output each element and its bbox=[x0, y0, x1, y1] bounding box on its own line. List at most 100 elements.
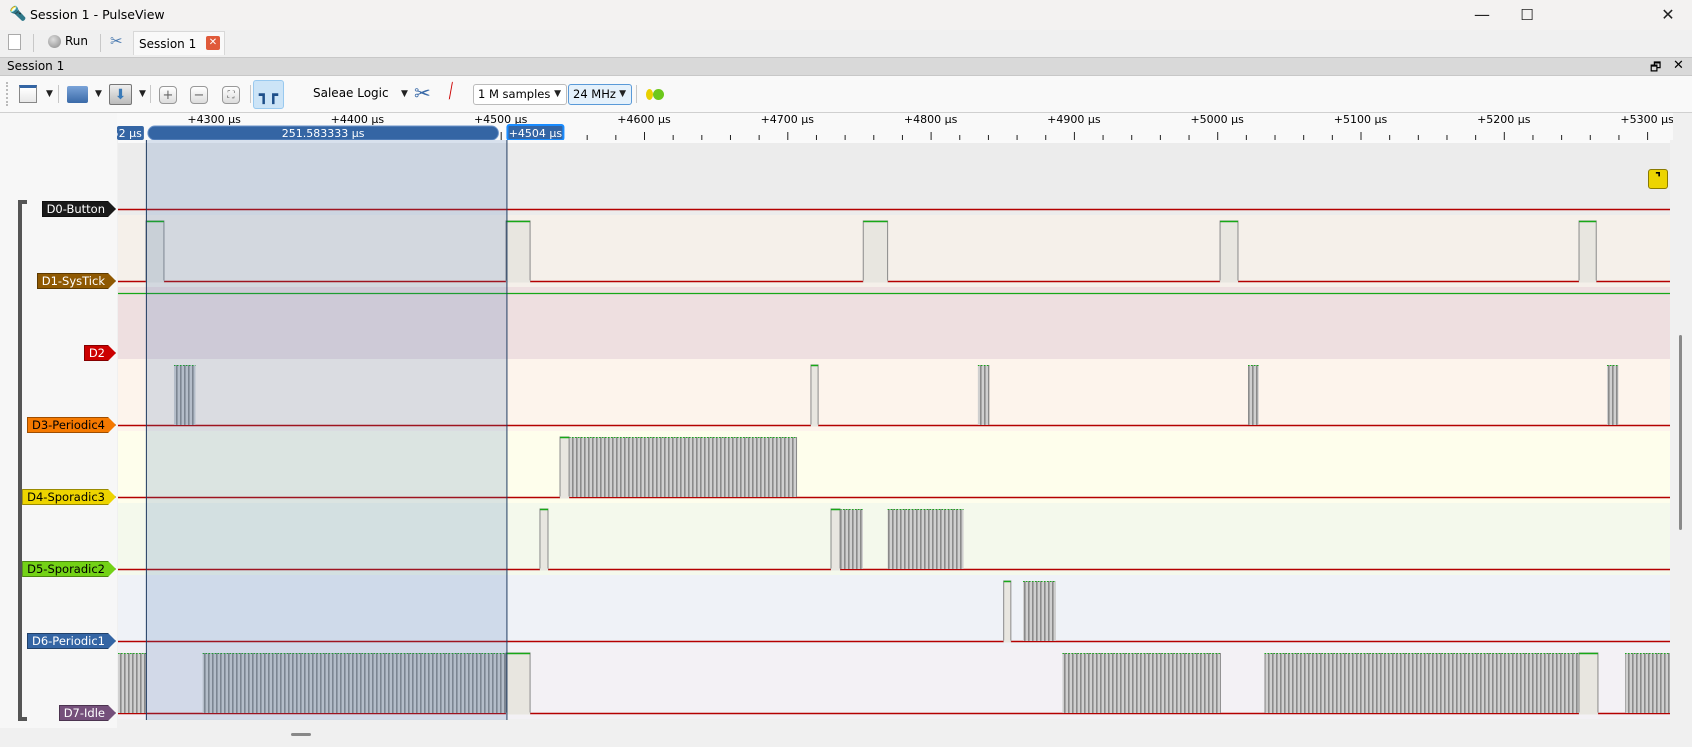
signal-burst bbox=[1606, 365, 1619, 425]
title-bar: 🔦 Session 1 - PulseView — ☐ ✕ bbox=[0, 0, 1692, 30]
signal-pulse bbox=[830, 508, 841, 570]
tick-label: +4300 µs bbox=[187, 113, 241, 126]
signal-burst bbox=[569, 437, 798, 497]
tick-label: +5300 µs bbox=[1620, 113, 1673, 126]
close-window-button[interactable]: ✕ bbox=[1661, 5, 1675, 24]
toolbar-grip[interactable] bbox=[6, 82, 8, 106]
channel-trace-d2 bbox=[118, 287, 1670, 359]
tick-label: +4700 µs bbox=[761, 113, 815, 126]
trace-view[interactable] bbox=[0, 140, 1673, 725]
signal-burst bbox=[977, 365, 990, 425]
channel-group-bracket[interactable] bbox=[18, 200, 27, 721]
app-logo-icon: 🔦 bbox=[9, 6, 27, 22]
signal-burst bbox=[1625, 653, 1670, 713]
tick-label: +4900 µs bbox=[1047, 113, 1101, 126]
channel-label-d4-sporadic3[interactable]: D4-Sporadic3 bbox=[22, 489, 116, 505]
cursor-span-label: 251.583333 µs bbox=[282, 127, 365, 140]
decoder-icon[interactable] bbox=[644, 88, 665, 100]
save-icon[interactable]: ⬇ bbox=[109, 84, 132, 105]
channel-label-d5-sporadic2[interactable]: D5-Sporadic2 bbox=[22, 561, 116, 577]
cursor-1-label: 52 µs bbox=[117, 127, 142, 140]
vertical-scrollbar[interactable] bbox=[1673, 113, 1692, 725]
channel-label-d3-periodic4[interactable]: D3-Periodic4 bbox=[27, 417, 116, 433]
signal-pulse bbox=[539, 508, 549, 570]
zoom-out-icon[interactable]: − bbox=[190, 86, 208, 104]
dock-header: Session 1 🗗 ✕ bbox=[0, 57, 1692, 76]
new-session-icon[interactable] bbox=[19, 85, 37, 103]
channel-trace-d7-idle bbox=[118, 647, 1670, 719]
channel-background bbox=[118, 359, 1670, 431]
tick-label: +4800 µs bbox=[904, 113, 958, 126]
trace-top-margin bbox=[118, 140, 1670, 143]
run-icon[interactable] bbox=[48, 35, 61, 48]
signal-pulse bbox=[505, 652, 531, 714]
chevron-down-icon[interactable]: ▼ bbox=[401, 89, 408, 99]
horizontal-scroll-thumb[interactable] bbox=[291, 733, 311, 736]
channel-label-d7-idle[interactable]: D7-Idle bbox=[59, 705, 116, 721]
signal-pulse bbox=[1578, 652, 1599, 714]
sample-count-select[interactable]: 1 M samples ▼ bbox=[473, 84, 567, 105]
time-ruler[interactable]: +4300 µs +4400 µs +4500 µs +4600 µs +4700 µs… bbox=[112, 113, 1674, 141]
device-selector[interactable]: Saleae Logic bbox=[313, 86, 389, 100]
dock-title: Session 1 bbox=[7, 59, 65, 73]
ruler-svg: +4300 µs +4400 µs +4500 µs +4600 µs +4700 µs… bbox=[112, 113, 1674, 141]
chevron-down-icon: ▼ bbox=[554, 89, 561, 99]
new-session-icon[interactable] bbox=[8, 34, 21, 50]
signal-burst bbox=[1248, 365, 1259, 425]
open-icon[interactable] bbox=[67, 86, 88, 103]
cursor-2-label: +4504 µs bbox=[509, 127, 563, 140]
signal-pulse bbox=[559, 436, 570, 498]
channel-trace-d4-sporadic3 bbox=[118, 431, 1670, 503]
tick-label: +4500 µs bbox=[474, 113, 528, 126]
separator bbox=[636, 85, 637, 103]
channel-label-d0-button[interactable]: D0-Button bbox=[42, 201, 116, 217]
minimize-button[interactable]: — bbox=[1474, 5, 1490, 24]
channel-label-d1-systick[interactable]: D1-SysTick bbox=[37, 273, 116, 289]
main-toolbar: Run ✂ Session 1 ✕ bbox=[0, 30, 1692, 55]
signal-burst bbox=[202, 653, 507, 713]
chevron-down-icon[interactable]: ▼ bbox=[46, 89, 53, 99]
channel-background bbox=[118, 215, 1670, 287]
signal-pulse bbox=[810, 364, 819, 426]
tick-label: +4400 µs bbox=[331, 113, 385, 126]
probe-icon[interactable]: ⟋ bbox=[440, 79, 463, 104]
session-toolbar: ▼ ▼ ⬇ ▼ + − ⛶ ┓┏ Saleae Logic ▼ ✂ ⟋ 1 M … bbox=[0, 76, 1692, 113]
channel-header-panel: D0-Button D1-SysTick D2 D3-Periodic4 D4-Spor… bbox=[0, 113, 117, 728]
falling-edge-trigger-icon[interactable]: ⌝ bbox=[1648, 169, 1668, 189]
channel-trace-d5-sporadic2 bbox=[118, 503, 1670, 575]
channel-background bbox=[118, 143, 1670, 215]
separator bbox=[33, 34, 34, 52]
tab-session-1[interactable]: Session 1 ✕ bbox=[133, 31, 225, 55]
tab-close-icon[interactable]: ✕ bbox=[206, 36, 220, 50]
channel-background bbox=[118, 575, 1670, 647]
signal-pulse bbox=[505, 220, 531, 282]
channel-label-d2[interactable]: D2 bbox=[84, 345, 116, 361]
chevron-down-icon[interactable]: ▼ bbox=[95, 89, 102, 99]
cursor-selection-region bbox=[145, 140, 507, 720]
separator bbox=[250, 85, 251, 103]
tick-label: +5000 µs bbox=[1190, 113, 1244, 126]
signal-burst bbox=[887, 509, 964, 569]
zoom-in-icon[interactable]: + bbox=[159, 86, 177, 104]
separator bbox=[58, 85, 59, 103]
sample-rate-select[interactable]: 24 MHz ▼ bbox=[568, 84, 632, 105]
signal-pulse bbox=[1003, 580, 1012, 642]
cursor-toggle-icon[interactable]: ┓┏ bbox=[253, 80, 284, 109]
tab-label: Session 1 bbox=[139, 37, 197, 51]
dock-close-icon[interactable]: ✕ bbox=[1673, 58, 1684, 73]
configure-device-icon[interactable]: ✂ bbox=[414, 81, 431, 105]
separator bbox=[100, 34, 101, 52]
dock-float-icon[interactable]: 🗗 bbox=[1650, 60, 1662, 74]
vertical-scroll-thumb[interactable] bbox=[1679, 335, 1682, 530]
zoom-fit-icon[interactable]: ⛶ bbox=[222, 86, 240, 104]
chevron-down-icon[interactable]: ▼ bbox=[139, 89, 146, 99]
maximize-button[interactable]: ☐ bbox=[1520, 6, 1534, 24]
channel-trace-d1-systick bbox=[118, 215, 1670, 287]
channel-background bbox=[118, 431, 1670, 503]
settings-tools-icon[interactable]: ✂ bbox=[110, 32, 123, 50]
horizontal-scrollbar[interactable] bbox=[117, 725, 1673, 747]
cursor-1-marker bbox=[117, 126, 144, 140]
signal-burst bbox=[1264, 653, 1580, 713]
channel-label-d6-periodic1[interactable]: D6-Periodic1 bbox=[27, 633, 116, 649]
run-button[interactable]: Run bbox=[65, 34, 89, 48]
